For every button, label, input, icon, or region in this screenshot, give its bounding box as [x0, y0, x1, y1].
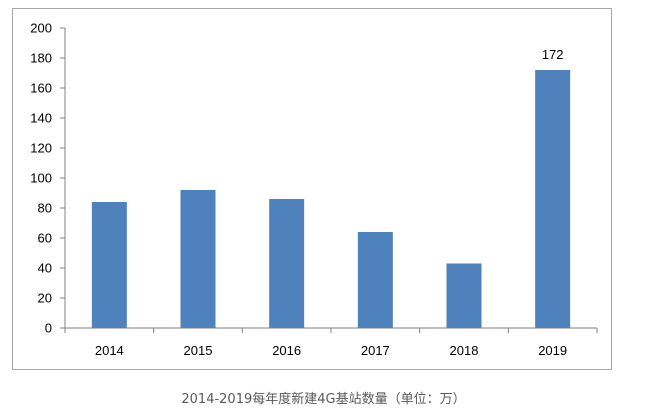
x-tick-label: 2014 [95, 343, 124, 358]
x-tick-label: 2016 [272, 343, 301, 358]
bar-2014 [91, 202, 127, 328]
bar-2015 [180, 190, 216, 328]
data-label-2019: 172 [542, 47, 564, 62]
y-tick-label: 160 [30, 81, 52, 96]
chart-caption: 2014-2019每年度新建4G基站数量（单位：万） [181, 392, 466, 407]
bar-2019 [535, 70, 571, 328]
y-tick-label: 80 [38, 201, 52, 216]
y-tick-label: 180 [30, 51, 52, 66]
bar-2018 [446, 263, 482, 328]
y-tick-label: 140 [30, 111, 52, 126]
y-tick-label: 20 [38, 291, 52, 306]
y-tick-label: 120 [30, 141, 52, 156]
y-tick-label: 40 [38, 261, 52, 276]
x-tick-label: 2017 [361, 343, 390, 358]
y-tick-label: 60 [38, 231, 52, 246]
bar-2016 [269, 199, 305, 328]
x-tick-label: 2019 [538, 343, 567, 358]
y-tick-label: 200 [30, 21, 52, 36]
y-tick-label: 100 [30, 171, 52, 186]
x-tick-label: 2015 [184, 343, 213, 358]
x-tick-label: 2018 [450, 343, 479, 358]
y-tick-label: 0 [45, 321, 52, 336]
bar-2017 [357, 232, 393, 328]
